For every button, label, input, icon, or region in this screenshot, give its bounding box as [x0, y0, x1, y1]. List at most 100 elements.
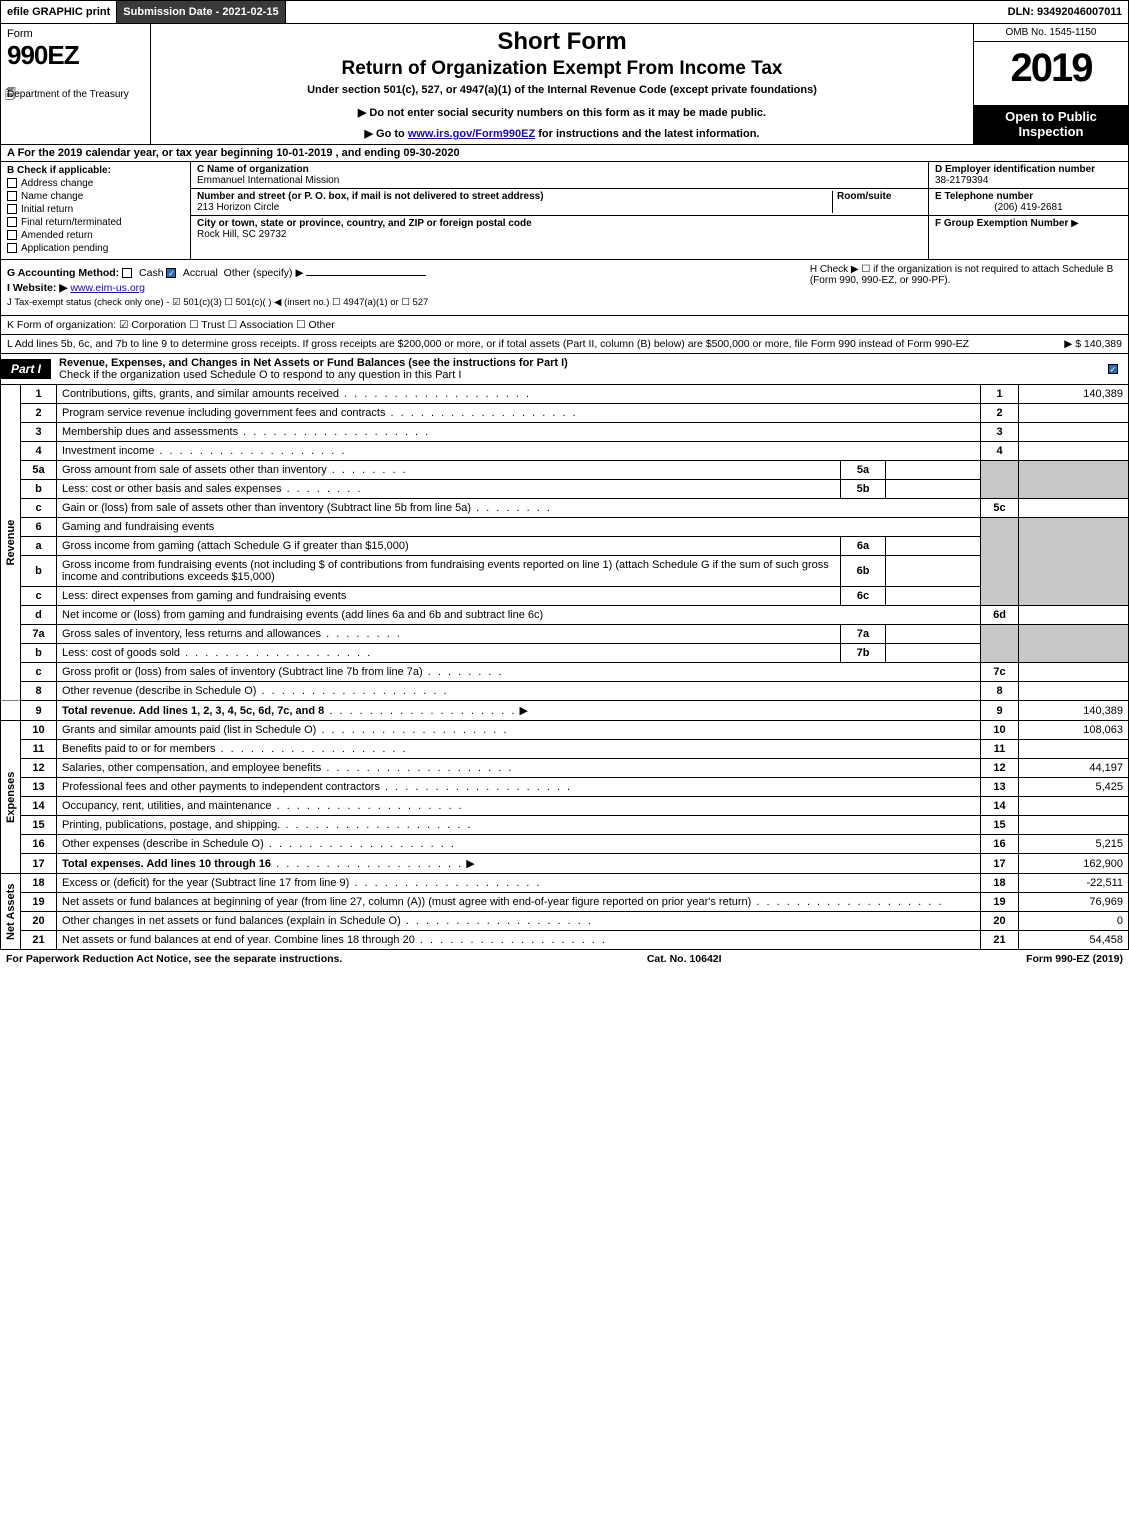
ln5a-num: 5a — [21, 461, 57, 480]
netassets-side-label: Net Assets — [1, 874, 21, 950]
ln19-val: 76,969 — [1019, 893, 1129, 912]
chk-name[interactable] — [7, 191, 17, 201]
pra-notice: For Paperwork Reduction Act Notice, see … — [6, 953, 342, 965]
part1-title: Revenue, Expenses, and Changes in Net As… — [51, 354, 1108, 384]
chk-accrual[interactable]: ✓ — [166, 268, 176, 278]
part1-badge: Part I — [1, 359, 51, 379]
top-bar: efile GRAPHIC print Submission Date - 20… — [0, 0, 1129, 24]
ln19-key: 19 — [981, 893, 1019, 912]
goto-post: for instructions and the latest informat… — [535, 128, 759, 140]
dln-label: DLN: 93492046007011 — [1002, 1, 1128, 23]
ln7a-subval — [886, 625, 981, 644]
ln8-desc: Other revenue (describe in Schedule O) — [62, 685, 256, 697]
line-a-period: A For the 2019 calendar year, or tax yea… — [0, 145, 1129, 162]
chk-initial[interactable] — [7, 204, 17, 214]
ssn-warning: ▶ Do not enter social security numbers o… — [159, 106, 965, 119]
under-section: Under section 501(c), 527, or 4947(a)(1)… — [159, 84, 965, 96]
section-c: C Name of organization Emmanuel Internat… — [191, 162, 928, 259]
ln13-desc: Professional fees and other payments to … — [62, 781, 380, 793]
ln16-key: 16 — [981, 835, 1019, 854]
ln7a-num: 7a — [21, 625, 57, 644]
ln6a-sub: 6a — [841, 537, 886, 556]
website-link[interactable]: www.eim-us.org — [70, 282, 145, 294]
ln8-key: 8 — [981, 682, 1019, 701]
ln11-val — [1019, 740, 1129, 759]
ghij-block: G Accounting Method: Cash ✓ Accrual Othe… — [0, 260, 1129, 316]
opt-amended: Amended return — [21, 230, 93, 241]
goto-pre: ▶ Go to — [365, 128, 408, 140]
line-h: H Check ▶ ☐ if the organization is not r… — [810, 264, 1122, 311]
ln7b-subval — [886, 644, 981, 663]
ln3-key: 3 — [981, 423, 1019, 442]
opt-final: Final return/terminated — [21, 217, 122, 228]
chk-pending[interactable] — [7, 243, 17, 253]
section-b: B Check if applicable: Address change Na… — [1, 162, 191, 259]
ln6c-desc: Less: direct expenses from gaming and fu… — [57, 587, 841, 606]
ln8-num: 8 — [21, 682, 57, 701]
ln7c-desc: Gross profit or (loss) from sales of inv… — [62, 666, 423, 678]
ln1-desc: Contributions, gifts, grants, and simila… — [62, 388, 339, 400]
ln10-key: 10 — [981, 721, 1019, 740]
ln21-key: 21 — [981, 931, 1019, 950]
ln11-num: 11 — [21, 740, 57, 759]
chk-final[interactable] — [7, 217, 17, 227]
ln18-val: -22,511 — [1019, 874, 1129, 893]
ln17-val: 162,900 — [1019, 854, 1129, 874]
ln11-desc: Benefits paid to or for members — [62, 743, 215, 755]
l-text: L Add lines 5b, 6c, and 7b to line 9 to … — [7, 338, 1054, 350]
phone-value: (206) 419-2681 — [935, 202, 1122, 213]
ln17-key: 17 — [981, 854, 1019, 874]
e-label: E Telephone number — [935, 191, 1033, 202]
submission-date-btn[interactable]: Submission Date - 2021-02-15 — [117, 1, 285, 23]
ln16-desc: Other expenses (describe in Schedule O) — [62, 838, 264, 850]
ln6d-val — [1019, 606, 1129, 625]
ln14-key: 14 — [981, 797, 1019, 816]
ln1-num: 1 — [21, 385, 57, 404]
opt-name: Name change — [21, 191, 83, 202]
ln16-val: 5,215 — [1019, 835, 1129, 854]
ln17-num: 17 — [21, 854, 57, 874]
ln14-desc: Occupancy, rent, utilities, and maintena… — [62, 800, 272, 812]
ln21-val: 54,458 — [1019, 931, 1129, 950]
efile-print-btn[interactable]: efile GRAPHIC print — [1, 1, 117, 23]
ln13-val: 5,425 — [1019, 778, 1129, 797]
line-k: K Form of organization: ☑ Corporation ☐ … — [0, 316, 1129, 335]
ln6c-subval — [886, 587, 981, 606]
opt-address: Address change — [21, 178, 93, 189]
ln15-key: 15 — [981, 816, 1019, 835]
ln19-desc: Net assets or fund balances at beginning… — [62, 896, 751, 908]
ln5c-desc: Gain or (loss) from sale of assets other… — [62, 502, 471, 514]
ln1-val: 140,389 — [1019, 385, 1129, 404]
ln4-val — [1019, 442, 1129, 461]
ln19-num: 19 — [21, 893, 57, 912]
revenue-side-label: Revenue — [1, 385, 21, 701]
city-state-zip: Rock Hill, SC 29732 — [197, 229, 286, 240]
ln5b-desc: Less: cost or other basis and sales expe… — [62, 483, 282, 495]
c-label: C Name of organization — [197, 164, 309, 175]
ln5b-num: b — [21, 480, 57, 499]
d-label: D Employer identification number — [935, 164, 1095, 175]
l-amount: ▶ $ 140,389 — [1054, 338, 1122, 350]
chk-cash[interactable] — [122, 268, 132, 278]
schedule-o-checkbox[interactable]: ✓ — [1108, 364, 1118, 374]
ln9-key: 9 — [981, 701, 1019, 721]
expenses-side-label: Expenses — [1, 721, 21, 874]
chk-amended[interactable] — [7, 230, 17, 240]
ln4-desc: Investment income — [62, 445, 154, 457]
ln7a-desc: Gross sales of inventory, less returns a… — [62, 628, 321, 640]
form-header: Form 990EZ 🗐 Department of the Treasury … — [0, 24, 1129, 145]
ln5a-sub: 5a — [841, 461, 886, 480]
ln15-num: 15 — [21, 816, 57, 835]
irs-link[interactable]: www.irs.gov/Form990EZ — [408, 128, 535, 140]
ln12-key: 12 — [981, 759, 1019, 778]
header-left: Form 990EZ 🗐 Department of the Treasury — [1, 24, 151, 144]
chk-address[interactable] — [7, 178, 17, 188]
form-number: 990EZ — [7, 40, 144, 71]
org-name: Emmanuel International Mission — [197, 175, 339, 186]
ln14-val — [1019, 797, 1129, 816]
ln3-num: 3 — [21, 423, 57, 442]
ln13-num: 13 — [21, 778, 57, 797]
street-address: 213 Horizon Circle — [197, 202, 279, 213]
ln6b-sub: 6b — [841, 556, 886, 587]
ln5a-subval — [886, 461, 981, 480]
